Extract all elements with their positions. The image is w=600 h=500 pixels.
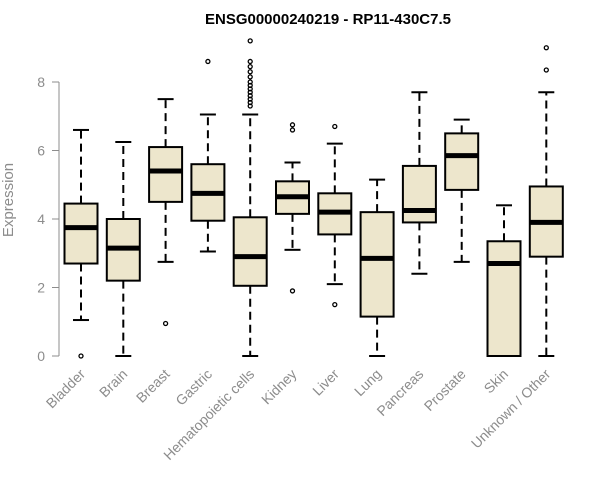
- x-tick-label: Pancreas: [373, 366, 426, 419]
- x-tick-label: Bladder: [43, 366, 89, 412]
- box-1: [63, 128, 99, 359]
- box-7: [317, 123, 353, 308]
- outlier-point: [543, 45, 549, 51]
- x-tick-label: Skin: [481, 366, 512, 397]
- box-iqr: [401, 164, 437, 224]
- outlier-point: [247, 74, 253, 80]
- outlier-point: [332, 123, 338, 130]
- outlier-point: [289, 288, 296, 294]
- y-tick-label: 0: [37, 348, 45, 364]
- x-tick-label: Lung: [351, 366, 384, 399]
- chart-title: ENSG00000240219 - RP11-430C7.5: [205, 11, 451, 28]
- outlier-point: [247, 38, 253, 44]
- box-6: [275, 122, 310, 294]
- box-11: [486, 204, 522, 357]
- outlier-point: [289, 127, 296, 133]
- box-iqr: [63, 202, 99, 265]
- box-4: [190, 58, 226, 253]
- outlier-point: [543, 67, 549, 73]
- outlier-point: [78, 353, 84, 359]
- outlier-point: [332, 301, 338, 308]
- y-axis: 0 2 4 6 8: [37, 74, 60, 364]
- x-tick-label: Unknown / Other: [468, 366, 554, 452]
- boxes-group: [63, 38, 564, 359]
- box-iqr: [486, 240, 522, 357]
- box-iqr: [232, 216, 268, 287]
- outlier-point: [162, 320, 169, 327]
- y-tick-label: 6: [37, 143, 45, 159]
- x-tick-label: Kidney: [258, 366, 300, 408]
- box-iqr: [359, 211, 395, 318]
- outlier-point: [205, 58, 211, 65]
- outlier-point: [247, 79, 253, 85]
- x-tick-label: Breast: [133, 366, 173, 406]
- outlier-point: [247, 63, 253, 70]
- box-iqr: [444, 132, 480, 191]
- outlier-point: [247, 58, 253, 65]
- box-12: [528, 45, 564, 357]
- box-5: [232, 38, 268, 357]
- box-10: [444, 118, 480, 263]
- box-9: [401, 91, 437, 275]
- y-tick-label: 8: [37, 74, 45, 90]
- y-tick-label: 2: [37, 280, 45, 296]
- box-8: [359, 178, 395, 357]
- y-tick-label: 4: [37, 211, 45, 227]
- box-3: [148, 98, 184, 327]
- outlier-point: [247, 69, 253, 75]
- x-tick-label: Brain: [96, 366, 130, 400]
- box-2: [105, 140, 141, 357]
- x-tick-label: Liver: [309, 366, 342, 399]
- outlier-point: [289, 122, 296, 128]
- x-tick-label: Prostate: [421, 366, 469, 414]
- box-iqr: [148, 146, 184, 203]
- y-axis-label: Expression: [0, 163, 17, 237]
